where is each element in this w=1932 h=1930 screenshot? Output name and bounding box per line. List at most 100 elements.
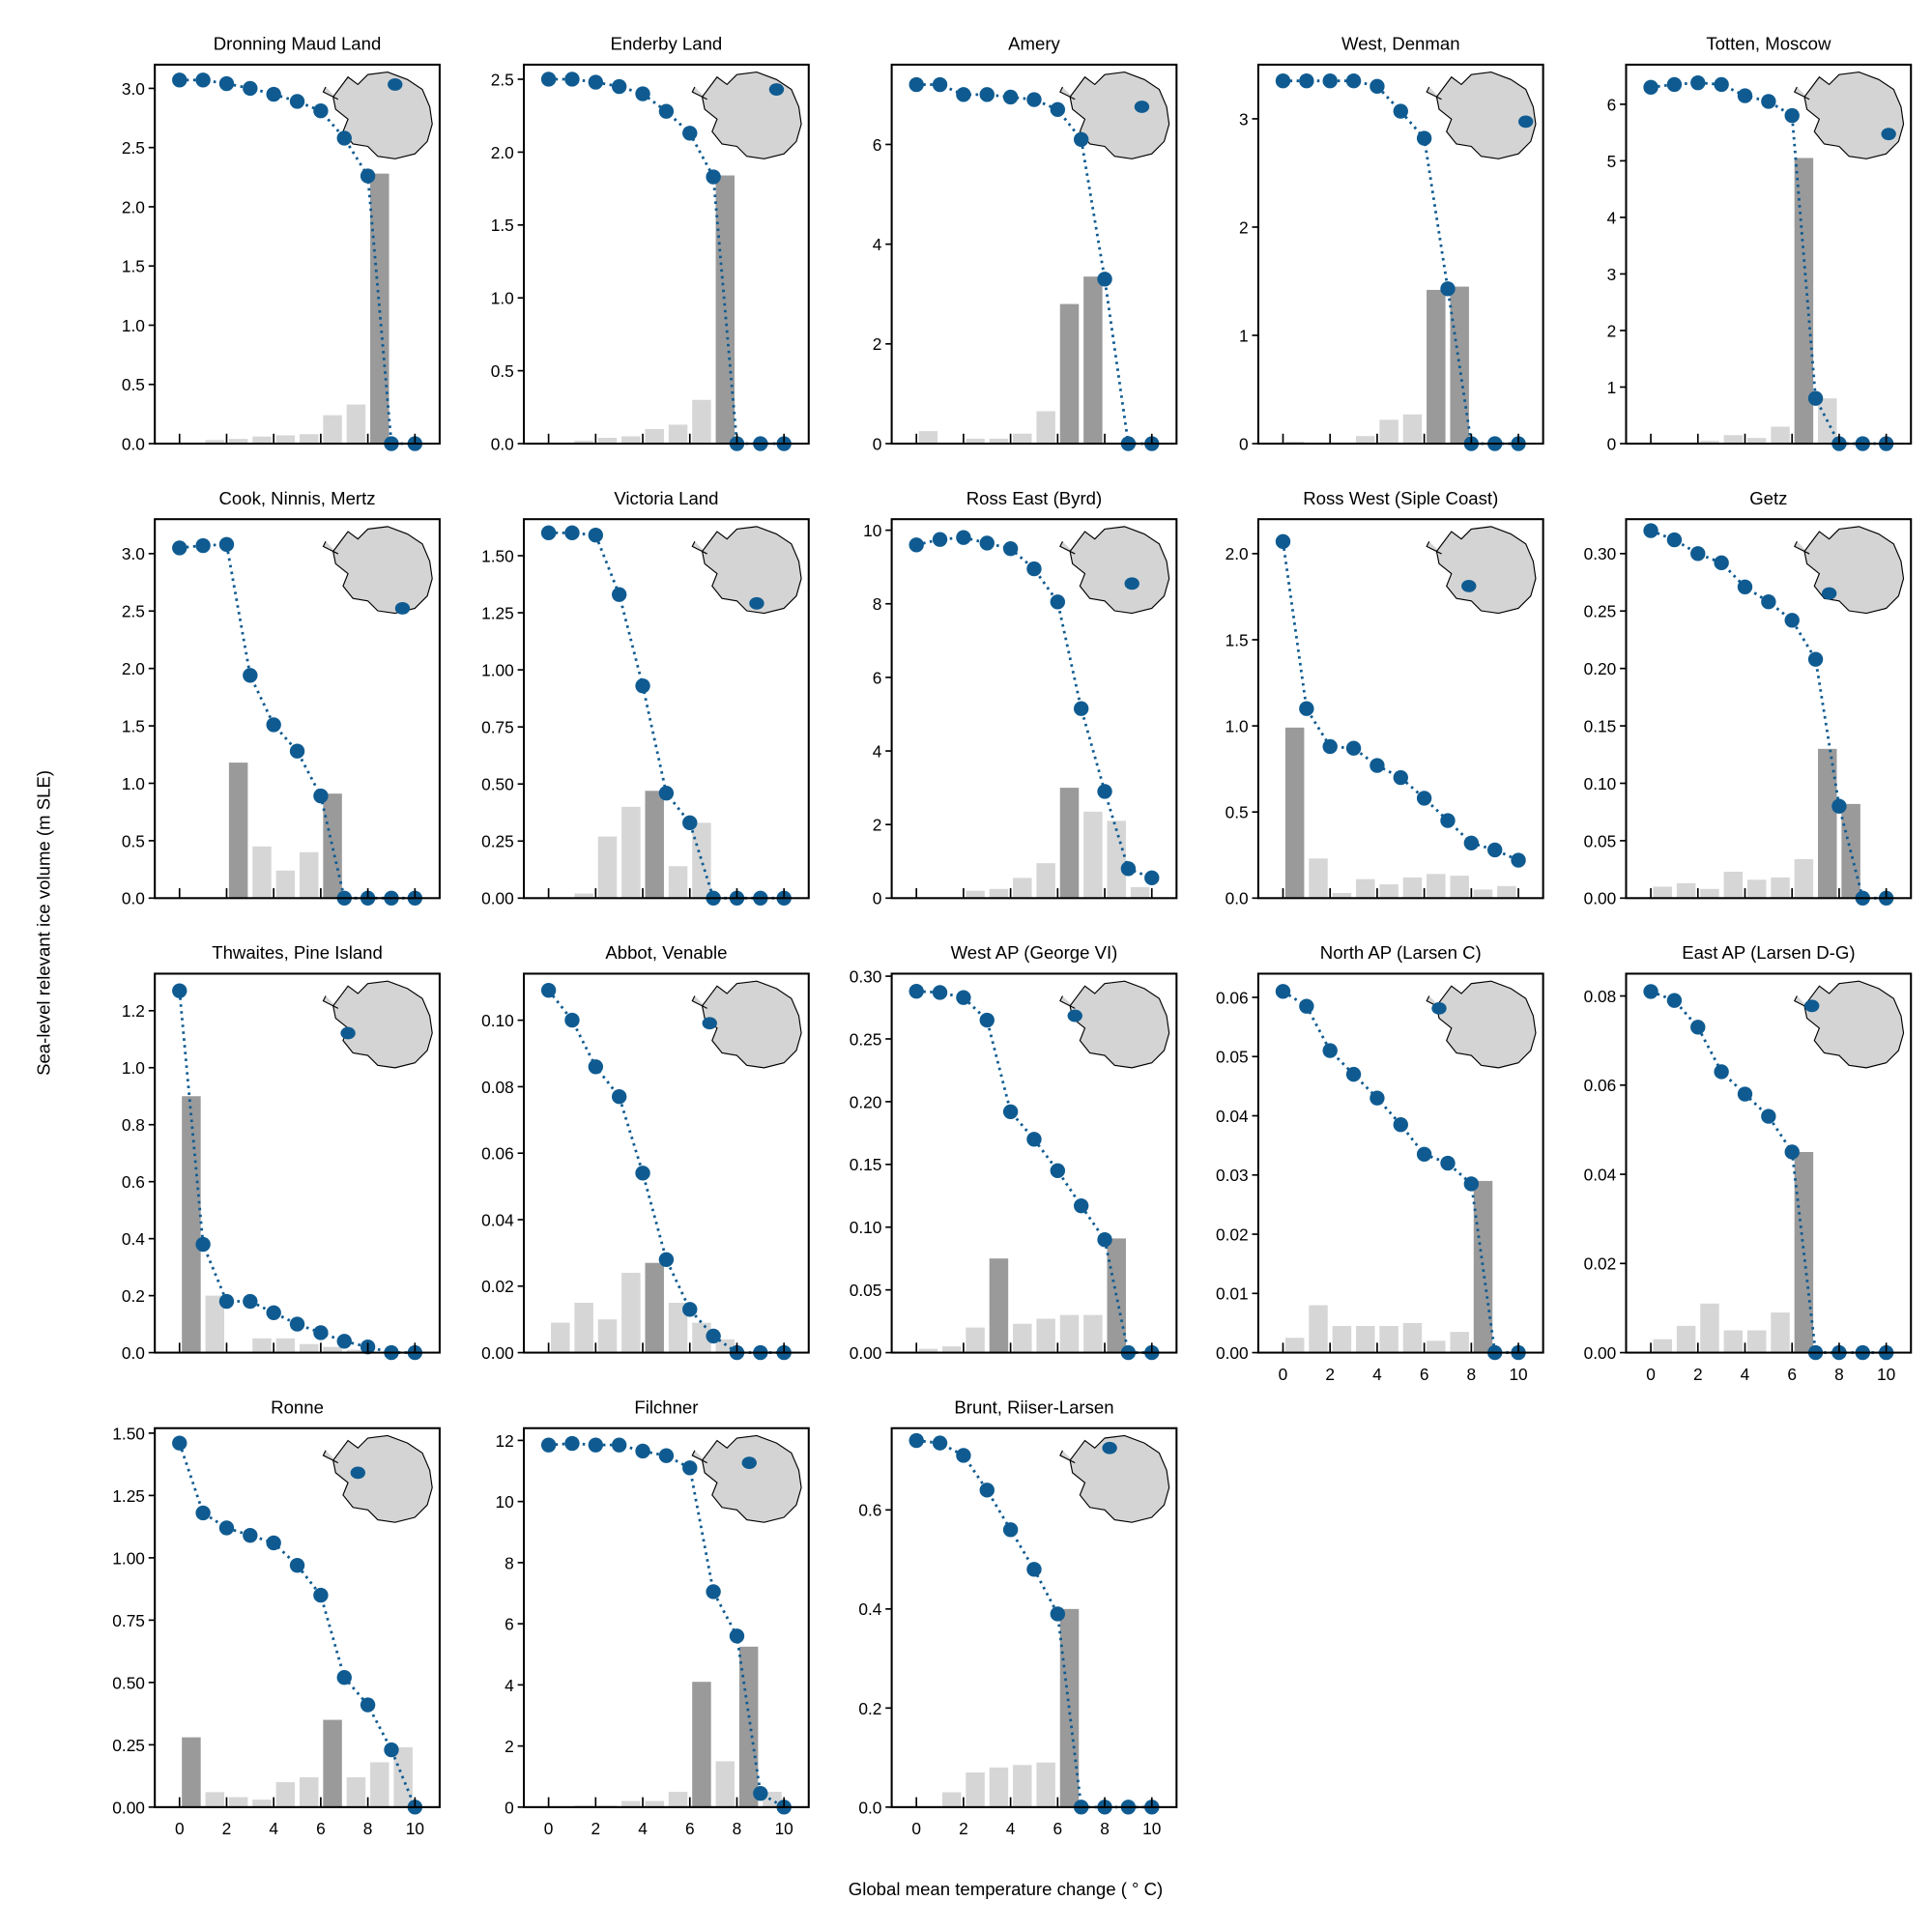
subplot-title: Dronning Maud Land	[214, 34, 382, 54]
bar	[1746, 879, 1767, 899]
data-point	[1487, 842, 1503, 858]
bar	[1284, 1338, 1305, 1353]
data-point	[979, 87, 995, 102]
bar	[275, 870, 296, 899]
antarctica-inset-map	[1059, 72, 1170, 159]
continent-outline	[1426, 526, 1537, 615]
bar	[1450, 1332, 1469, 1353]
data-point	[1097, 1232, 1112, 1248]
data-point	[588, 1437, 604, 1453]
bar	[989, 888, 1009, 899]
bar	[1818, 748, 1837, 899]
data-point	[1690, 74, 1706, 91]
data-point	[313, 1587, 329, 1603]
data-point	[1714, 555, 1729, 571]
region-highlight	[1804, 999, 1820, 1013]
data-point	[243, 668, 258, 683]
bar	[182, 1737, 201, 1807]
y-tick-label: 0.06	[481, 1144, 514, 1164]
data-point	[611, 587, 627, 602]
bar	[252, 436, 272, 445]
data-point	[360, 168, 376, 184]
data-point	[1120, 861, 1137, 877]
bar	[1794, 1151, 1814, 1353]
bar	[668, 1792, 688, 1807]
bar	[1355, 1326, 1375, 1353]
data-point	[1440, 813, 1456, 828]
bar	[1036, 863, 1055, 899]
x-tick-label: 10	[1509, 1365, 1527, 1384]
data-point	[635, 1166, 650, 1181]
continent-outline	[1793, 980, 1905, 1069]
data-point	[1666, 76, 1683, 93]
x-tick-label: 2	[959, 1819, 968, 1838]
bar	[1332, 1326, 1352, 1353]
continent-outline	[322, 980, 433, 1069]
data-point	[266, 1305, 281, 1320]
data-point	[979, 1012, 995, 1028]
y-tick-label: 0.04	[1216, 1107, 1249, 1126]
axes-frame	[523, 518, 810, 900]
data-point	[908, 76, 924, 93]
bar	[1653, 886, 1672, 899]
y-tick-label: 0.10	[481, 1011, 514, 1030]
y-tick-label: 0.00	[481, 889, 514, 908]
antarctica-inset-map	[1793, 980, 1905, 1069]
region-highlight	[350, 1466, 366, 1480]
y-axis-label: Sea-level relevant ice volume (m SLE)	[33, 770, 53, 1076]
y-tick-label: 0.15	[850, 1155, 882, 1174]
series-line	[1282, 990, 1519, 1354]
subplot: Ronne 0.00 0.25 0.50 0.75 1.00 1.25 1.50 0 2 4 6 8 10	[112, 1397, 441, 1838]
continent-outline	[1793, 526, 1905, 615]
y-tick-label: 0.75	[481, 718, 514, 737]
data-point	[1026, 92, 1042, 107]
data-point	[1299, 998, 1314, 1014]
bar	[941, 1346, 962, 1353]
subplot-title: Totten, Moscow	[1706, 34, 1831, 54]
x-tick-label: 6	[1787, 1365, 1797, 1384]
y-tick-label: 0.5	[122, 831, 145, 850]
continent-outline	[1059, 72, 1170, 159]
data-point	[1416, 130, 1432, 146]
data-point	[218, 1520, 235, 1536]
data-point	[1761, 594, 1776, 610]
data-point	[540, 525, 557, 541]
data-point	[266, 1535, 281, 1551]
x-tick-label: 2	[1693, 1365, 1703, 1384]
bar	[1059, 1608, 1080, 1807]
data-point	[540, 72, 557, 87]
data-point	[1345, 73, 1362, 89]
data-point	[1714, 76, 1729, 93]
data-point	[682, 1460, 698, 1476]
data-point	[635, 86, 650, 101]
series-line	[548, 1442, 785, 1809]
region-highlight	[1518, 115, 1534, 129]
bar	[715, 1761, 735, 1807]
series-line	[179, 78, 416, 446]
data-point	[1463, 1176, 1480, 1192]
data-point	[195, 1236, 211, 1253]
y-tick-label: 4	[873, 741, 882, 761]
region-highlight	[1881, 128, 1896, 141]
bar	[1771, 877, 1790, 899]
data-point	[611, 1437, 627, 1453]
series-line	[1650, 990, 1887, 1354]
x-tick-label: 4	[269, 1819, 278, 1838]
continent-outline	[1793, 72, 1905, 159]
bar	[1355, 879, 1375, 899]
bar	[228, 1797, 248, 1807]
bar	[1402, 877, 1423, 899]
bar	[370, 1762, 389, 1807]
y-tick-label: 1.5	[491, 216, 514, 235]
region-highlight	[1067, 1009, 1082, 1023]
bar	[645, 428, 664, 445]
y-tick-label: 0.30	[1584, 544, 1617, 563]
y-tick-label: 0.4	[122, 1229, 145, 1249]
bar	[989, 1767, 1009, 1807]
data-point	[1440, 1155, 1456, 1171]
subplot-title: Victoria Land	[614, 488, 718, 508]
subplot-title: North AP (Larsen C)	[1320, 942, 1482, 963]
data-point	[540, 1437, 557, 1453]
axes-frame	[1256, 63, 1544, 446]
antarctica-inset-map	[322, 72, 433, 159]
